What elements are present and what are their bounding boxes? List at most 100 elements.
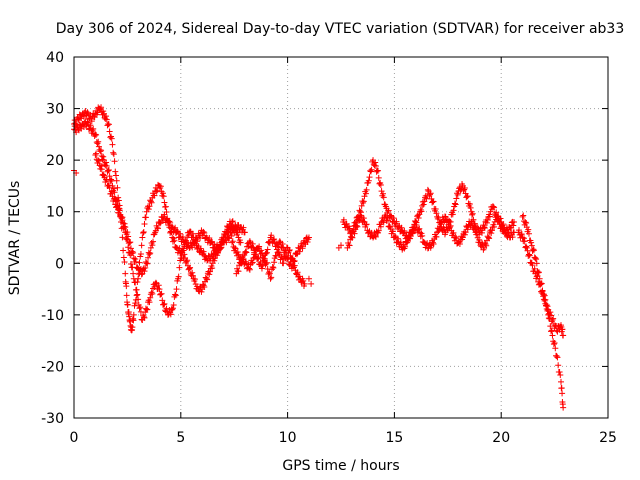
data-point [373, 168, 380, 175]
data-point [206, 271, 213, 278]
data-point [551, 340, 558, 347]
data-point [246, 266, 253, 273]
data-point [160, 193, 167, 200]
data-point [265, 239, 272, 246]
data-point [539, 288, 546, 295]
data-point [360, 215, 367, 222]
data-point [147, 294, 154, 301]
data-point [288, 256, 295, 263]
data-point [174, 228, 181, 235]
data-point [169, 305, 176, 312]
data-point [147, 198, 154, 205]
data-point [432, 205, 439, 212]
data-point [463, 194, 470, 201]
data-point [139, 234, 146, 241]
data-point [209, 255, 216, 262]
data-point [524, 247, 531, 254]
data-point [490, 203, 497, 210]
data-point [291, 262, 298, 269]
data-point [535, 269, 542, 276]
data-point [136, 259, 143, 266]
data-point [177, 230, 184, 237]
data-point [430, 241, 437, 248]
y-tick-label: -10 [41, 308, 64, 324]
data-point [558, 378, 565, 385]
data-point [372, 159, 379, 166]
data-point [452, 234, 459, 241]
data-point [286, 261, 293, 268]
data-point [111, 189, 118, 196]
data-point [445, 219, 452, 226]
data-point [296, 248, 303, 255]
data-point [194, 238, 201, 245]
data-point [155, 282, 162, 289]
data-point [554, 354, 561, 361]
data-point [120, 254, 127, 261]
data-point [146, 203, 153, 210]
data-point [98, 147, 105, 154]
data-point [189, 269, 196, 276]
data-point [375, 174, 382, 181]
data-point [145, 206, 152, 213]
data-point [493, 213, 500, 220]
data-point [191, 240, 198, 247]
data-point [347, 233, 354, 240]
data-point [533, 256, 540, 263]
data-point [113, 204, 120, 211]
data-point [532, 255, 539, 262]
data-point [95, 157, 102, 164]
data-point [346, 242, 353, 249]
data-point [433, 210, 440, 217]
data-point [418, 208, 425, 215]
data-point [203, 275, 210, 282]
data-point [192, 276, 199, 283]
data-point [114, 203, 121, 210]
data-point [493, 209, 500, 216]
data-point [95, 158, 102, 165]
series-trace-i [515, 227, 567, 339]
data-point [140, 313, 147, 320]
data-point [413, 221, 420, 228]
data-point [449, 211, 456, 218]
data-point [471, 223, 478, 230]
data-point [135, 296, 142, 303]
data-point [282, 255, 289, 262]
data-point [120, 247, 127, 254]
data-point [100, 108, 107, 115]
data-point [200, 248, 207, 255]
data-point [481, 224, 488, 231]
data-point [447, 222, 454, 229]
data-point [198, 288, 205, 295]
data-point [224, 234, 231, 241]
data-point [275, 248, 282, 255]
data-point [236, 237, 243, 244]
data-point [130, 317, 137, 324]
data-point [269, 263, 276, 270]
data-point [113, 172, 120, 179]
data-point [179, 234, 186, 241]
data-point [469, 218, 476, 225]
data-point [92, 151, 99, 158]
data-point [95, 143, 102, 150]
data-point [520, 212, 527, 219]
tick-layer: 0 5 10 15 20 25 -30 -20 -10 0 10 20 30 40 [41, 50, 617, 446]
data-point [240, 224, 247, 231]
data-point [148, 199, 155, 206]
data-point [488, 227, 495, 234]
data-point [126, 239, 133, 246]
x-tick-label: 5 [176, 430, 185, 446]
data-point [125, 249, 132, 256]
data-point [270, 264, 277, 271]
data-point [264, 246, 271, 253]
data-point [167, 311, 174, 318]
data-point [308, 280, 315, 287]
data-point [409, 230, 416, 237]
data-point [236, 259, 243, 266]
data-point [362, 221, 369, 228]
data-point [146, 251, 153, 258]
data-point [286, 247, 293, 254]
data-point [130, 255, 137, 262]
data-point [509, 234, 516, 241]
data-point [378, 188, 385, 195]
data-point [510, 222, 517, 229]
